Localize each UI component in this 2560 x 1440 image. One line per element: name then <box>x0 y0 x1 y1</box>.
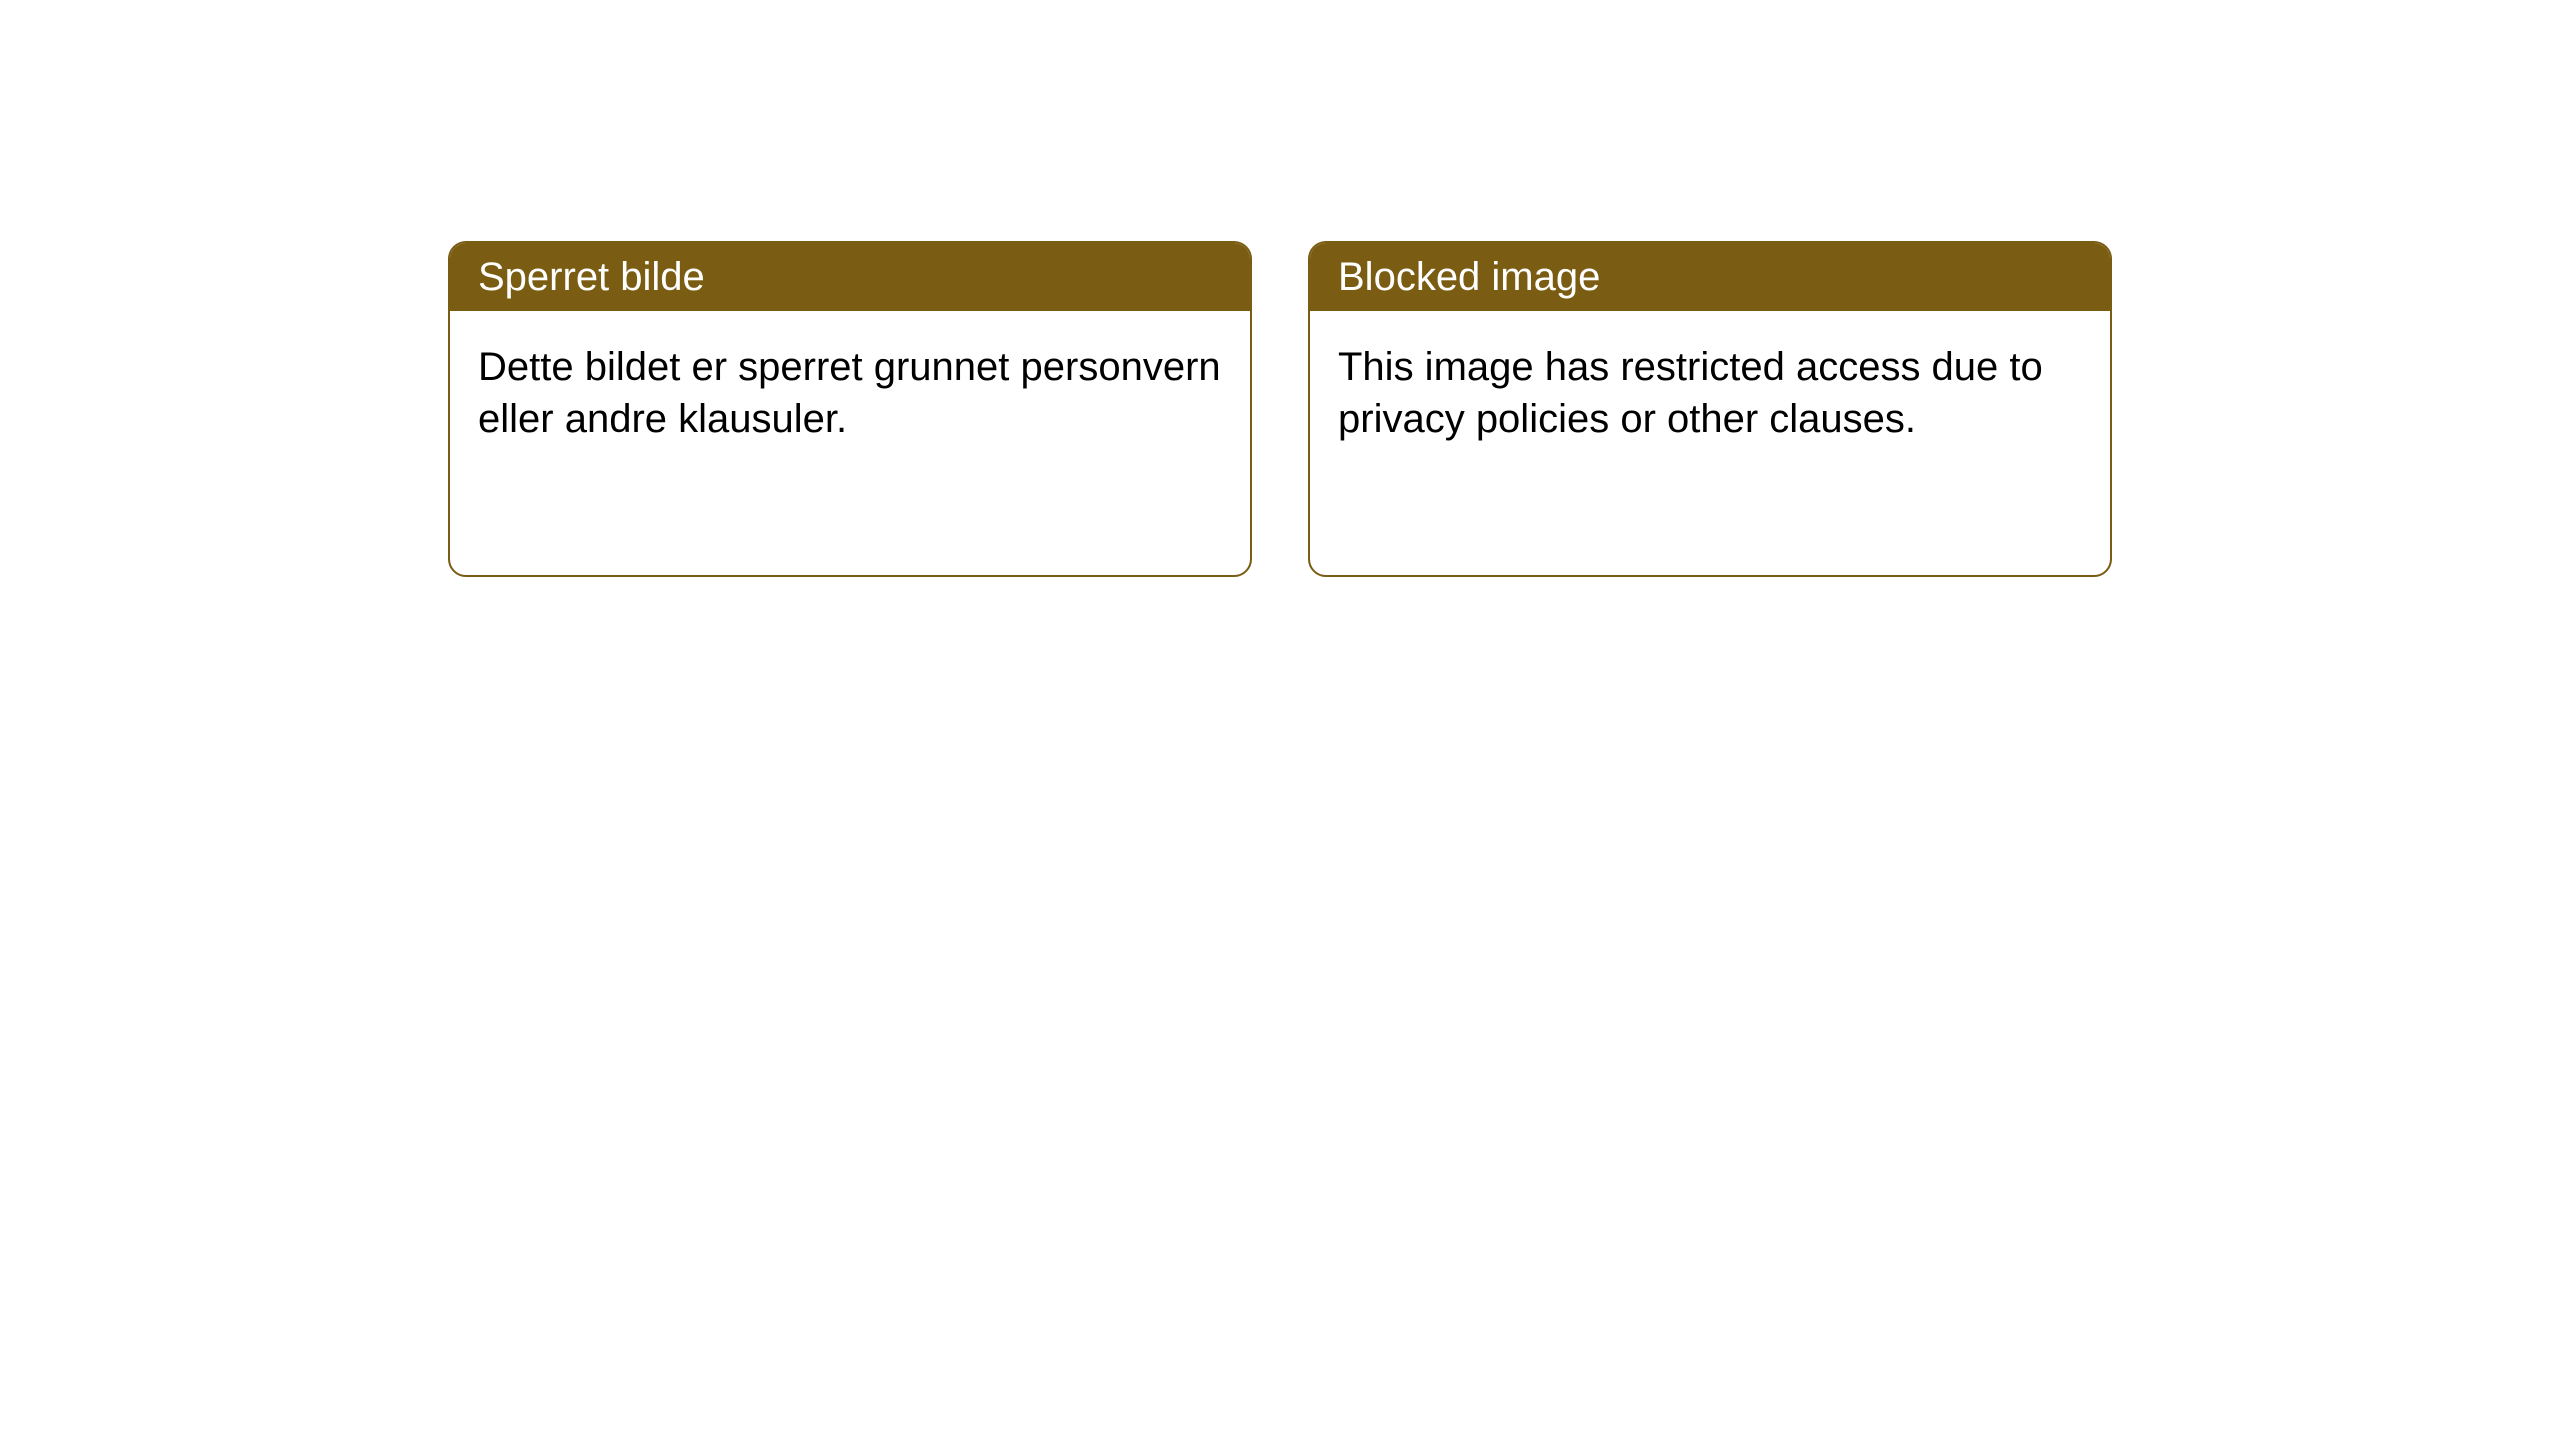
card-body-english: This image has restricted access due to … <box>1310 311 2110 475</box>
card-message: Dette bildet er sperret grunnet personve… <box>478 345 1221 441</box>
notice-card-english: Blocked image This image has restricted … <box>1308 241 2112 577</box>
card-header-english: Blocked image <box>1310 243 2110 311</box>
card-message: This image has restricted access due to … <box>1338 345 2043 441</box>
card-title: Sperret bilde <box>478 255 705 299</box>
card-body-norwegian: Dette bildet er sperret grunnet personve… <box>450 311 1250 475</box>
card-title: Blocked image <box>1338 255 1600 299</box>
card-header-norwegian: Sperret bilde <box>450 243 1250 311</box>
notice-container: Sperret bilde Dette bildet er sperret gr… <box>448 241 2112 577</box>
notice-card-norwegian: Sperret bilde Dette bildet er sperret gr… <box>448 241 1252 577</box>
